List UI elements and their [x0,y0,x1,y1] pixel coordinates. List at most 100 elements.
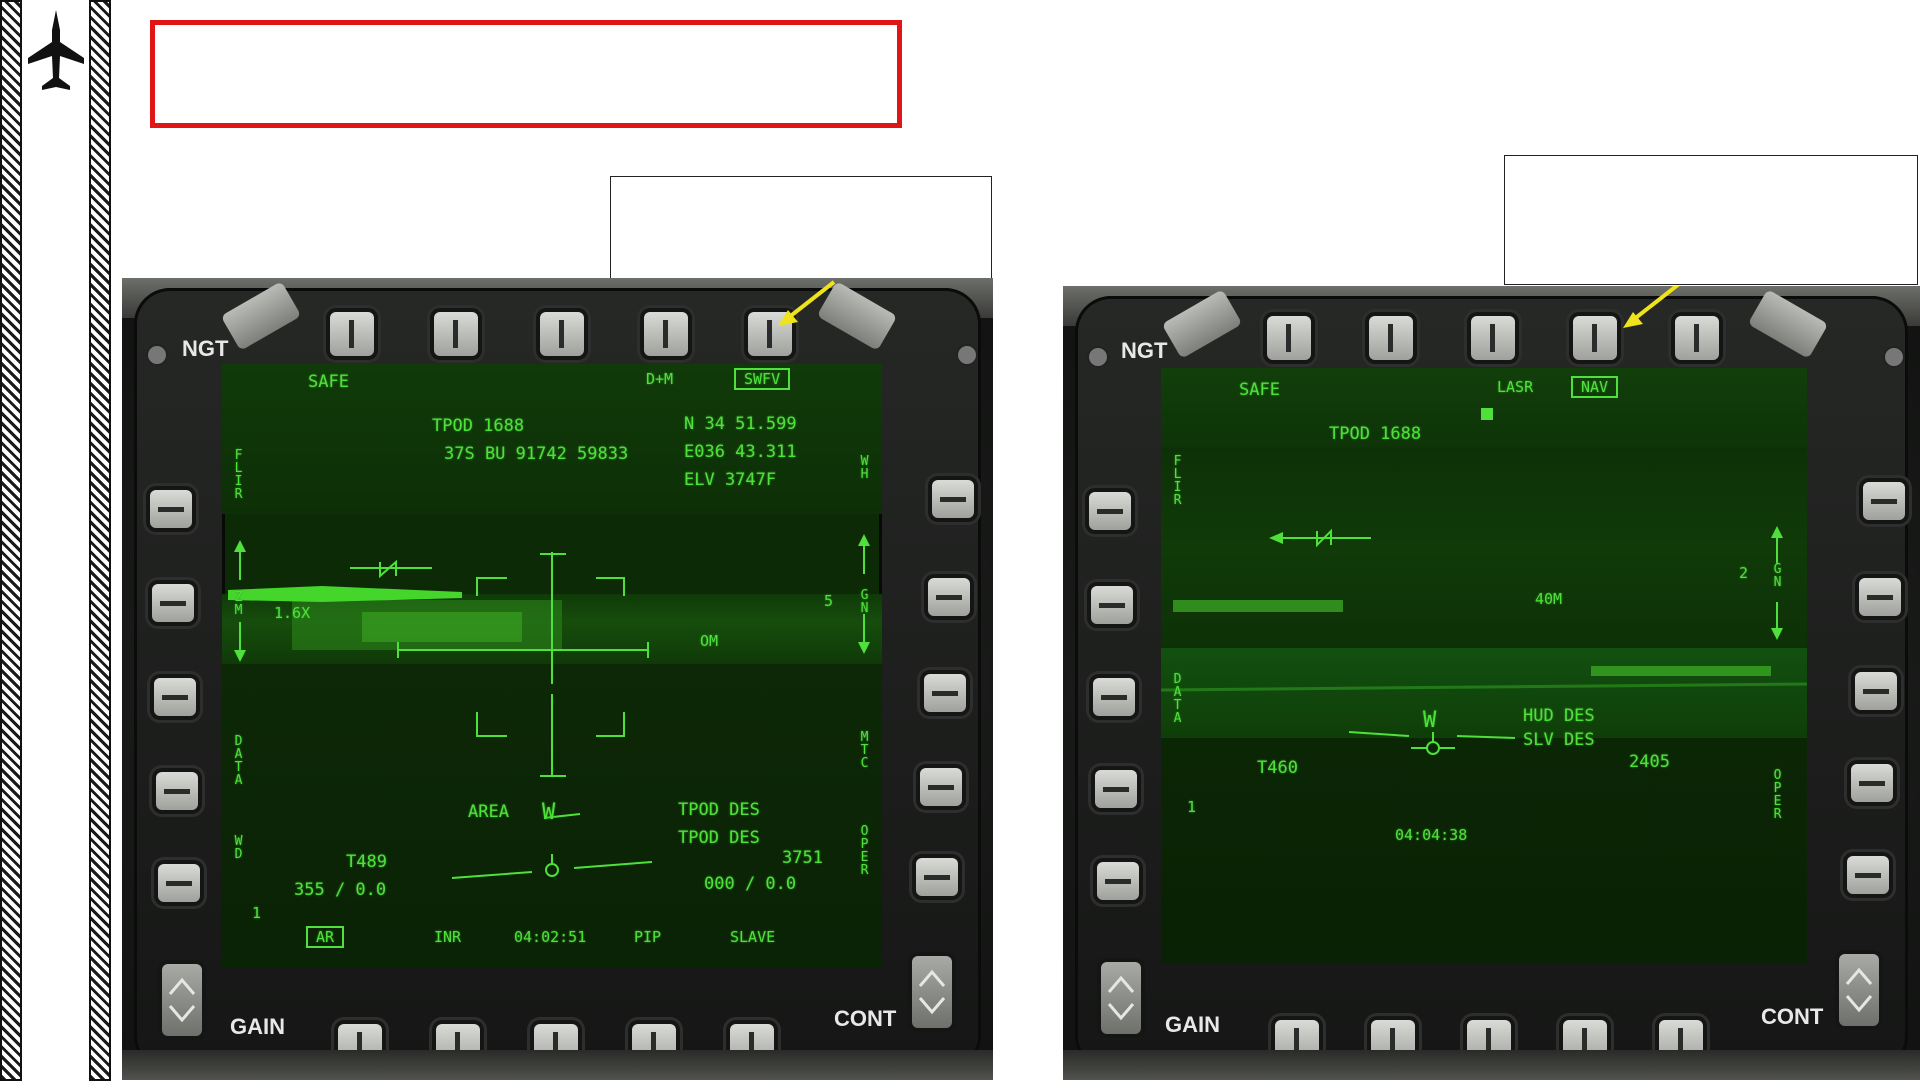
osb-right-5[interactable] [1847,856,1889,894]
osb-right-4[interactable] [920,768,962,806]
osb-top-2[interactable] [1369,316,1413,360]
gain-label: GAIN [230,1014,285,1039]
tpod-code: TPOD 1688 [1329,424,1422,444]
osb-bottom-1[interactable] [338,1024,382,1068]
screw-icon [146,344,168,366]
cont-label: CONT [1761,1004,1824,1029]
chevron-updown-icon [1845,967,1873,1013]
waypoint-num: 1 [252,904,262,922]
red-callout-box [150,20,902,128]
t-number: T460 [1257,758,1298,778]
osb-left-1[interactable] [1089,492,1131,530]
osb-left-5[interactable] [158,864,200,902]
designation-line1: HUD DES [1523,706,1595,726]
designation-line2: SLV DES [1523,730,1595,750]
chevron-updown-icon [168,977,196,1023]
data-label: DATA [1170,672,1185,724]
osb-top-5[interactable] [1675,316,1719,360]
range-meters: 40M [1535,590,1563,608]
osb-bottom-2[interactable] [436,1024,480,1068]
cont-rocker[interactable] [1839,954,1879,1026]
gain-value: 2 [1739,564,1749,582]
data-label: DATA [231,734,246,786]
waypoint-num: 1 [1187,798,1197,816]
osb-left-2[interactable] [1091,586,1133,624]
osb-right-1[interactable] [932,480,974,518]
inr-label: INR [434,928,462,946]
designation-line1: TPOD DES [678,800,760,820]
osb-bottom-3[interactable] [534,1024,578,1068]
om-label: OM [700,632,719,650]
callout-box-right [1504,155,1918,285]
gain-rocker[interactable] [162,964,202,1036]
osb-right-5[interactable] [916,858,958,896]
elevation: ELV 3747F [684,470,777,490]
osb-right-2[interactable] [928,578,970,616]
osb-right-3[interactable] [924,674,966,712]
osb-bottom-5[interactable] [730,1024,774,1068]
yellow-pointer-arrow [1623,286,1680,328]
tpod-symbology [228,534,870,879]
osb-left-3[interactable] [1093,678,1135,716]
bearing-readout: 000 / 0.0 [704,874,797,894]
osb-top-4[interactable] [1573,316,1617,360]
osb-bottom-3[interactable] [1467,1020,1511,1064]
t-number: T489 [346,852,387,872]
designation-line2: TPOD DES [678,828,760,848]
flir-display: SAFE D+M SWFV TPOD 1688 37S BU 91742 598… [222,364,882,968]
osb-top-4[interactable] [644,312,688,356]
clock-time: 04:04:38 [1395,826,1468,844]
zm-label: ZM [231,590,246,616]
osb-top-3[interactable] [1471,316,1515,360]
yellow-pointer-arrow [778,280,836,326]
clock-time: 04:02:51 [514,928,587,946]
gain-rocker[interactable] [1101,962,1141,1034]
osb-bottom-4[interactable] [632,1024,676,1068]
osb-top-3[interactable] [540,312,584,356]
ar-mode-box: AR [306,926,345,948]
velocity-vector-icon: W [1423,708,1437,733]
nav-mode-box: NAV [1571,376,1619,398]
osb-left-2[interactable] [152,584,194,622]
safe-label: SAFE [1239,380,1280,400]
mfd-left: NGT GAIN CONT [122,278,993,1080]
hatched-border-right [89,0,111,1081]
mgrs-grid: 37S BU 91742 59833 [444,444,629,464]
lasr-label: LASR [1497,378,1534,396]
osb-top-1[interactable] [330,312,374,356]
osb-bottom-1[interactable] [1275,1020,1319,1064]
screw-icon [956,344,978,366]
gn-label: GN [1770,562,1785,588]
osb-left-1[interactable] [150,490,192,528]
chapter-sidebar [0,0,116,1081]
tpod-code: TPOD 1688 [432,416,525,436]
slave-label: SLAVE [730,928,776,946]
wh-label: WH [857,454,872,480]
heading-readout: 355 / 0.0 [294,880,387,900]
area-track-label: AREA [468,802,509,822]
flir-display: SAFE LASR NAV TPOD 1688 FLIR DATA 1 2 GN… [1161,368,1807,964]
callout-box-left [610,176,992,282]
chevron-updown-icon [918,969,946,1015]
oper-label: OPER [1770,768,1785,820]
osb-right-1[interactable] [1863,482,1905,520]
dm-label: D+M [646,370,674,388]
osb-left-3[interactable] [154,678,196,716]
osb-bottom-5[interactable] [1659,1020,1703,1064]
osb-bottom-4[interactable] [1563,1020,1607,1064]
cont-rocker[interactable] [912,956,952,1028]
osb-right-3[interactable] [1855,672,1897,710]
osb-right-4[interactable] [1851,764,1893,802]
osb-left-5[interactable] [1097,862,1139,900]
wd-label: WD [231,834,246,860]
osb-top-2[interactable] [434,312,478,356]
osb-left-4[interactable] [156,772,198,810]
flir-label: FLIR [231,448,246,500]
osb-top-1[interactable] [1267,316,1311,360]
osb-bottom-2[interactable] [1371,1020,1415,1064]
osb-left-4[interactable] [1095,770,1137,808]
mtc-label: MTC [857,730,872,769]
fov-zoom: 1.6X [274,604,311,622]
osb-right-2[interactable] [1859,578,1901,616]
cont-label: CONT [834,1006,897,1031]
